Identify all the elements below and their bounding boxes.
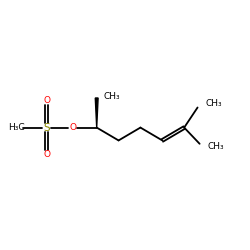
Text: CH₃: CH₃: [208, 142, 224, 151]
Text: CH₃: CH₃: [205, 99, 222, 108]
Text: CH₃: CH₃: [104, 92, 120, 101]
Polygon shape: [95, 98, 98, 128]
Text: O: O: [43, 150, 50, 159]
Text: O: O: [69, 123, 76, 132]
Text: S: S: [43, 122, 50, 132]
Text: H₃C: H₃C: [8, 123, 25, 132]
Text: O: O: [43, 96, 50, 105]
